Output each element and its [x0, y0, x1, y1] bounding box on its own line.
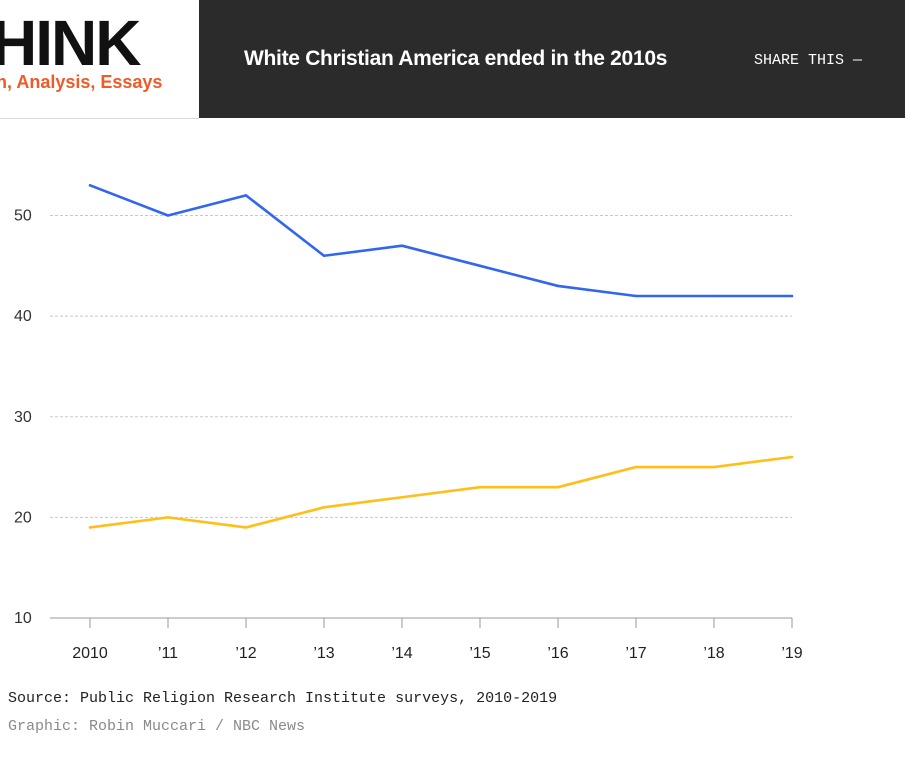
data-point	[244, 194, 248, 197]
series-line-1	[88, 184, 794, 298]
graphic-credit: Graphic: Robin Muccari / NBC News	[8, 718, 306, 735]
x-tick-label: 2010	[72, 645, 108, 662]
source-note: Source: Public Religion Research Institu…	[8, 690, 558, 707]
series-line-2	[88, 455, 794, 529]
y-tick-label: 50	[14, 208, 32, 225]
data-point	[166, 214, 170, 217]
y-tick-label: 40	[14, 308, 32, 325]
data-point	[400, 496, 404, 499]
data-point	[478, 485, 482, 489]
brand-wordmark: HINK	[0, 7, 141, 79]
headline-bar: White Christian America ended in the 201…	[199, 0, 905, 118]
x-tick-label: ’18	[703, 645, 724, 662]
data-point	[790, 294, 794, 298]
x-tick-label: ’16	[547, 645, 568, 662]
x-tick-label: ’19	[781, 645, 802, 662]
data-point	[166, 516, 170, 519]
data-point	[634, 294, 638, 298]
data-point	[790, 455, 794, 459]
article-headline: White Christian America ended in the 201…	[244, 47, 668, 70]
y-tick-label: 20	[14, 509, 32, 526]
data-point	[712, 294, 716, 298]
x-tick-label: ’15	[469, 645, 490, 662]
brand-tagline: n, Analysis, Essays	[0, 72, 163, 92]
x-tick-label: ’12	[235, 645, 256, 662]
y-tick-label: 30	[14, 409, 32, 426]
data-point	[478, 264, 482, 268]
site-logo[interactable]: HINK n, Analysis, Essays	[0, 0, 199, 119]
chart-series	[88, 184, 794, 529]
data-point	[88, 526, 92, 529]
data-point	[556, 485, 560, 489]
x-tick-label: ’14	[391, 645, 412, 662]
data-point	[322, 254, 326, 257]
site-header: HINK n, Analysis, Essays White Christian…	[0, 0, 905, 119]
data-point	[634, 465, 638, 469]
chart-gridlines: 10 20 30 40 50	[14, 208, 792, 627]
data-point	[712, 465, 716, 469]
x-tick-label: ’17	[625, 645, 646, 662]
x-tick-label: ’13	[313, 645, 334, 662]
line-chart: 10 20 30 40 50 2010 ’11 ’12 ’13 ’14 ’15 ’16 ’17 ’18 ’…	[14, 184, 803, 662]
data-point	[400, 244, 404, 247]
data-point	[244, 526, 248, 529]
y-tick-label: 10	[14, 610, 32, 627]
data-point	[88, 184, 92, 187]
x-tick-label: ’11	[158, 645, 178, 662]
chart-x-axis: 2010 ’11 ’12 ’13 ’14 ’15 ’16 ’17 ’18 ’19	[50, 617, 803, 662]
share-button[interactable]: SHARE THIS —	[754, 52, 863, 69]
data-point	[322, 506, 326, 509]
data-point	[556, 284, 560, 288]
